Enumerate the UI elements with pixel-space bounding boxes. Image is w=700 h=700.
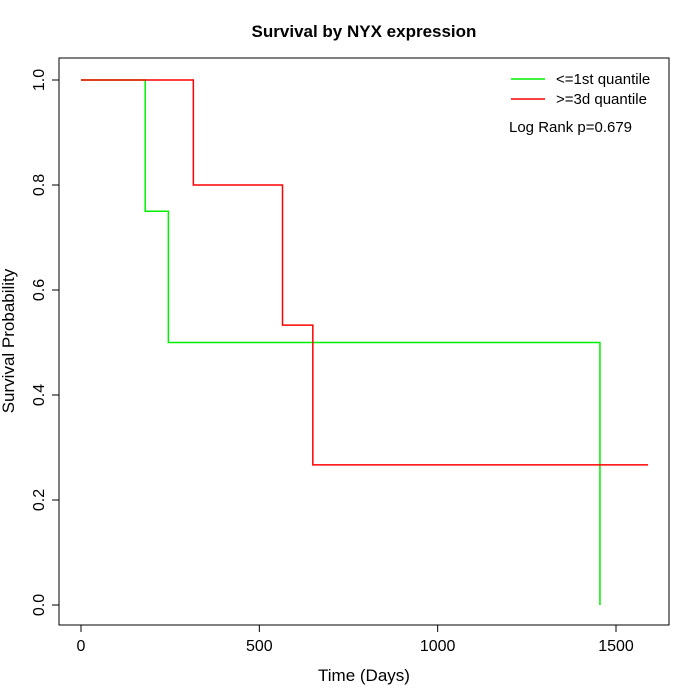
y-axis-label: Survival Probability	[0, 268, 18, 413]
series-line-1	[81, 79, 601, 605]
x-tick-label: 500	[246, 638, 273, 655]
series-line-2	[81, 79, 649, 466]
x-tick-label: 1500	[598, 638, 634, 655]
y-tick-label: 0.4	[31, 384, 48, 406]
y-tick-label: 1.0	[31, 69, 48, 91]
x-tick-label: 0	[77, 638, 86, 655]
legend-label-2: >=3d quantile	[556, 91, 647, 108]
x-axis-label: Time (Days)	[318, 666, 410, 685]
y-tick-label: 0.0	[31, 594, 48, 616]
y-axis: 0.0 0.2 0.4 0.6 0.8 1.0	[31, 69, 60, 616]
legend: <=1st quantile >=3d quantile	[511, 71, 650, 108]
y-tick-label: 0.8	[31, 174, 48, 196]
y-tick-label: 0.6	[31, 279, 48, 301]
plot-frame	[58, 57, 670, 626]
series-layer	[81, 79, 649, 605]
log-rank-annotation: Log Rank p=0.679	[509, 119, 632, 136]
y-tick-label: 0.2	[31, 489, 48, 511]
chart-title: Survival by NYX expression	[252, 22, 477, 41]
x-axis: 0 500 1000 1500	[77, 624, 634, 655]
legend-label-1: <=1st quantile	[556, 71, 650, 88]
x-tick-label: 1000	[420, 638, 456, 655]
